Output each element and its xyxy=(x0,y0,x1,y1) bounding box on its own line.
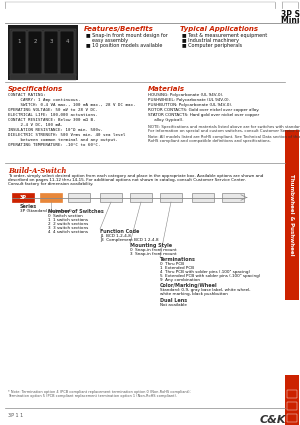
Text: Standard: 0-9, gray base label, white wheel,: Standard: 0-9, gray base label, white wh… xyxy=(160,288,250,292)
Text: OPERATING TEMPERATURE: -10°C to 60°C.: OPERATING TEMPERATURE: -10°C to 60°C. xyxy=(8,143,100,147)
Text: J1  BCD 1-2-4-8: J1 BCD 1-2-4-8 xyxy=(100,234,131,238)
Text: 5  Extended PCB with solder pins (.100" spacing): 5 Extended PCB with solder pins (.100" s… xyxy=(160,274,260,278)
Bar xyxy=(287,414,297,422)
Bar xyxy=(285,375,299,425)
Text: 2  2 switch sections: 2 2 switch sections xyxy=(48,222,88,226)
Text: 1  1 switch sections: 1 1 switch sections xyxy=(48,218,88,222)
Text: CONTACT RESISTANCE: Below 300 mΩ B.: CONTACT RESISTANCE: Below 300 mΩ B. xyxy=(8,118,95,122)
Text: PUSHWHEEL: Polycarbonate (UL 94V-0).: PUSHWHEEL: Polycarbonate (UL 94V-0). xyxy=(148,98,230,102)
Text: Note: All models listed are RoHS compliant. See Technical Data section of this c: Note: All models listed are RoHS complia… xyxy=(148,135,300,139)
Bar xyxy=(192,193,214,202)
Text: 1  Extended PCB: 1 Extended PCB xyxy=(160,266,194,270)
Text: Not available: Not available xyxy=(160,303,187,307)
Text: ELECTRICAL LIFE: 100,000 actuations.: ELECTRICAL LIFE: 100,000 actuations. xyxy=(8,113,98,117)
Text: 4  4 switch sections: 4 4 switch sections xyxy=(48,230,88,234)
Text: Materials: Materials xyxy=(148,86,185,92)
Bar xyxy=(10,74,76,80)
Text: CARRY: 1 Amp continuous.: CARRY: 1 Amp continuous. xyxy=(8,98,80,102)
Bar xyxy=(285,0,300,425)
Text: For information on special and custom switches, consult Customer Service Center.: For information on special and custom sw… xyxy=(148,129,300,133)
Text: ■ Test & measurement equipment: ■ Test & measurement equipment xyxy=(182,33,267,38)
Text: described on pages 11-12 thru 14-15. For additional options not shown in catalog: described on pages 11-12 thru 14-15. For… xyxy=(8,178,246,182)
Text: ■ Industrial machinery: ■ Industrial machinery xyxy=(182,38,239,43)
Text: ■ Snap-in front mount design for: ■ Snap-in front mount design for xyxy=(86,33,168,38)
Text: 3  Snap-in front mount: 3 Snap-in front mount xyxy=(130,252,177,256)
Text: ■ 10 position models available: ■ 10 position models available xyxy=(86,43,162,48)
Text: Dual Lens: Dual Lens xyxy=(160,298,187,303)
Bar xyxy=(44,31,58,74)
Text: 3  3 switch sections: 3 3 switch sections xyxy=(48,226,88,230)
Bar xyxy=(222,193,244,202)
Text: between common terminal and any output.: between common terminal and any output. xyxy=(8,138,118,142)
Text: alloy (typical).: alloy (typical). xyxy=(148,118,184,122)
Text: Function Code: Function Code xyxy=(100,229,140,234)
Text: SWITCH: 0.4 VA max., 100 mA max., 28 V DC max.: SWITCH: 0.4 VA max., 100 mA max., 28 V D… xyxy=(8,103,136,107)
Text: J3  Complement BCD 1 2-4-8: J3 Complement BCD 1 2-4-8 xyxy=(100,238,159,242)
Bar xyxy=(160,193,182,202)
Text: ■ Computer peripherals: ■ Computer peripherals xyxy=(182,43,242,48)
Bar xyxy=(130,193,152,202)
Text: white marking, black pushbutton: white marking, black pushbutton xyxy=(160,292,228,296)
Text: RoHS compliant and compatible definitions and specifications.: RoHS compliant and compatible definition… xyxy=(148,139,271,143)
Text: 1: 1 xyxy=(17,39,21,43)
Text: CONTACT RATING:: CONTACT RATING: xyxy=(8,93,46,97)
Text: 0  Switch section: 0 Switch section xyxy=(48,214,83,218)
Text: 3P 1 1: 3P 1 1 xyxy=(8,413,23,418)
Text: 3P (Standard pushwheel): 3P (Standard pushwheel) xyxy=(20,209,72,212)
Text: To order, simply select desired option from each category and place in the appro: To order, simply select desired option f… xyxy=(8,174,263,178)
Text: DIELECTRIC STRENGTH: 500 Vrms min. 40 sea level: DIELECTRIC STRENGTH: 500 Vrms min. 40 se… xyxy=(8,133,125,137)
Text: 9  Any combination: 9 Any combination xyxy=(160,278,200,282)
Text: Typical Applications: Typical Applications xyxy=(180,26,258,32)
Text: Series: Series xyxy=(20,204,37,209)
Text: 3: 3 xyxy=(49,39,53,43)
Text: STATOR CONTACTS: Hard gold over nickel over copper: STATOR CONTACTS: Hard gold over nickel o… xyxy=(148,113,259,117)
Bar xyxy=(12,193,34,202)
Bar xyxy=(40,193,62,202)
Bar xyxy=(28,31,42,74)
Bar xyxy=(8,25,78,80)
Text: 4  Thru PCB with solder pins (.100" spacing): 4 Thru PCB with solder pins (.100" spaci… xyxy=(160,270,250,274)
Text: 0  Thru PCB: 0 Thru PCB xyxy=(160,262,184,266)
Text: 0  Snap-in front mount: 0 Snap-in front mount xyxy=(130,248,177,252)
Bar xyxy=(287,402,297,410)
Text: C&K: C&K xyxy=(260,415,286,425)
Text: easy assembly: easy assembly xyxy=(89,38,128,43)
Text: 2: 2 xyxy=(33,39,37,43)
Bar xyxy=(287,390,297,398)
Text: Termination option 5 (PCB compliant replacement termination option 1 (Non-RoHS c: Termination option 5 (PCB compliant repl… xyxy=(8,394,177,398)
Text: Specifications: Specifications xyxy=(8,86,63,92)
Text: Thumbwheel & Pushwheel: Thumbwheel & Pushwheel xyxy=(290,174,295,256)
Text: Mounting Style: Mounting Style xyxy=(130,243,172,248)
Text: OPERATING VOLTAGE: 50 mV to 28 V DC.: OPERATING VOLTAGE: 50 mV to 28 V DC. xyxy=(8,108,98,112)
Text: Features/Benefits: Features/Benefits xyxy=(84,26,154,32)
Text: Consult factory for dimension availability.: Consult factory for dimension availabili… xyxy=(8,182,93,186)
Text: 3P: 3P xyxy=(20,195,26,200)
Bar xyxy=(10,29,76,76)
Text: Terminations: Terminations xyxy=(160,257,196,262)
Text: 2-4 V DC, 100 mA.: 2-4 V DC, 100 mA. xyxy=(8,123,63,127)
Text: INSULATION RESISTANCE: 10⁹Ω min. 500v.: INSULATION RESISTANCE: 10⁹Ω min. 500v. xyxy=(8,128,103,132)
Text: Number of Switches: Number of Switches xyxy=(48,209,104,214)
Bar xyxy=(285,130,299,300)
Text: ROTOR CONTACTS: Gold over nickel over copper alloy.: ROTOR CONTACTS: Gold over nickel over co… xyxy=(148,108,260,112)
Bar xyxy=(12,31,26,74)
Text: 4: 4 xyxy=(65,39,69,43)
Bar xyxy=(60,31,74,74)
Text: PUSHBUTTON: Polycarbonate (UL 94V-0).: PUSHBUTTON: Polycarbonate (UL 94V-0). xyxy=(148,103,232,107)
Text: Miniature Pushwheel Switches: Miniature Pushwheel Switches xyxy=(281,16,300,25)
Text: 3P Series: 3P Series xyxy=(281,10,300,19)
Bar xyxy=(100,193,122,202)
Text: Build-A-Switch: Build-A-Switch xyxy=(8,167,67,175)
Bar xyxy=(68,193,90,202)
Text: NOTE: Specifications and materials listed above are for switches with standard o: NOTE: Specifications and materials liste… xyxy=(148,125,300,129)
Text: * Note: Termination option 4 (PCB compliant replacement termination option 0 (No: * Note: Termination option 4 (PCB compli… xyxy=(8,390,190,394)
Text: Color/Marking/Wheel: Color/Marking/Wheel xyxy=(160,283,218,288)
Text: HOUSING: Polycarbonate (UL 94V-0).: HOUSING: Polycarbonate (UL 94V-0). xyxy=(148,93,224,97)
